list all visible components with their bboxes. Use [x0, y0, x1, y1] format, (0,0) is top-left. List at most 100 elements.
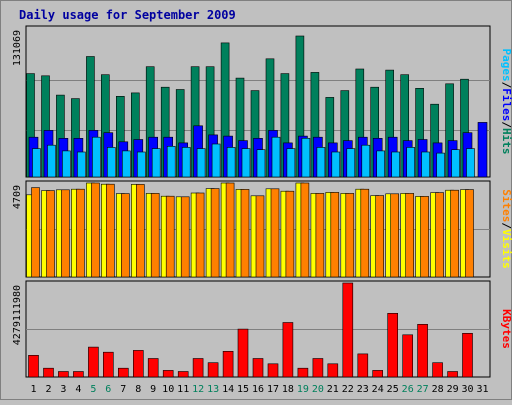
- bar-pages-day-12: [196, 148, 206, 178]
- bar-pages-day-20: [316, 147, 326, 178]
- bar-sites-day-16: [255, 195, 265, 278]
- day-label-29: 29: [447, 384, 459, 395]
- bar-pages-day-19: [301, 138, 311, 178]
- bar-pages-day-30: [466, 148, 475, 178]
- day-label-20: 20: [312, 384, 324, 395]
- panel-visits-sites-ymax-label: 4709: [12, 185, 23, 209]
- bar-sites-day-30: [465, 189, 474, 278]
- bar-sites-day-24: [375, 195, 385, 278]
- day-label-10: 10: [162, 384, 174, 395]
- bar-kbytes-day-15: [237, 328, 249, 378]
- bar-pages-day-29: [451, 149, 460, 178]
- day-label-3: 3: [60, 384, 66, 395]
- legend-entry-0: Sites: [500, 189, 512, 222]
- bar-sites-day-6: [106, 183, 115, 278]
- bar-sites-day-9: [150, 193, 160, 278]
- day-label-5: 5: [90, 384, 96, 395]
- bar-kbytes-day-4: [73, 371, 84, 378]
- bar-kbytes-day-22: [342, 282, 354, 378]
- bar-sites-day-20: [315, 193, 325, 278]
- day-label-22: 22: [342, 384, 354, 395]
- bar-pages-day-9: [151, 148, 161, 178]
- day-label-25: 25: [387, 384, 399, 395]
- legend-entry-1: /: [500, 82, 512, 89]
- bar-sites-day-11: [180, 196, 190, 278]
- bar-kbytes-day-16: [252, 358, 264, 378]
- bar-kbytes-day-2: [43, 367, 54, 378]
- bar-pages-day-13: [211, 143, 221, 178]
- bar-pages-day-3: [62, 150, 71, 178]
- panel-kbytes-legend: KBytes: [500, 309, 512, 349]
- bar-files-day-31: [477, 122, 488, 178]
- bar-sites-day-5: [91, 182, 100, 278]
- day-label-4: 4: [75, 384, 81, 395]
- bar-kbytes-day-28: [432, 362, 443, 378]
- panel-kbytes: 4279111980 KBytes: [12, 280, 512, 378]
- bar-kbytes-day-19: [297, 367, 309, 378]
- day-label-16: 16: [252, 384, 264, 395]
- bar-kbytes-day-6: [103, 351, 114, 378]
- bar-kbytes-day-18: [282, 322, 294, 378]
- legend-entry-1: /: [500, 222, 512, 229]
- bar-pages-day-23: [361, 144, 371, 178]
- bar-pages-day-15: [241, 148, 251, 178]
- legend-entry-3: /: [500, 121, 512, 128]
- bar-pages-day-6: [107, 147, 116, 178]
- legend-entry-2: Files: [500, 88, 512, 121]
- bar-pages-day-14: [226, 147, 236, 178]
- day-label-7: 7: [120, 384, 126, 395]
- bar-sites-day-7: [121, 193, 130, 278]
- bar-sites-day-19: [300, 182, 310, 278]
- day-label-2: 2: [45, 384, 51, 395]
- day-label-27: 27: [417, 384, 429, 395]
- bar-kbytes-day-5: [88, 346, 99, 378]
- day-label-28: 28: [432, 384, 444, 395]
- bar-sites-day-27: [420, 196, 429, 278]
- bar-sites-day-13: [210, 188, 220, 278]
- bar-pages-day-27: [421, 151, 430, 178]
- legend-entry-2: Visits: [500, 229, 512, 269]
- bar-kbytes-day-10: [162, 370, 174, 378]
- day-label-21: 21: [327, 384, 339, 395]
- day-label-24: 24: [372, 384, 384, 395]
- panel-hits-files-pages-legend: Pages/Files/Hits: [500, 49, 512, 155]
- bar-sites-day-21: [330, 192, 340, 278]
- legend-entry-0: Pages: [500, 49, 512, 82]
- panel-hits-files-pages-ymax-label: 131069: [12, 30, 23, 66]
- bar-kbytes-day-12: [192, 358, 204, 378]
- bar-sites-day-4: [76, 188, 85, 278]
- bar-kbytes-day-25: [387, 312, 399, 378]
- bar-sites-day-15: [240, 189, 250, 278]
- bar-sites-day-12: [195, 192, 205, 278]
- bar-kbytes-day-17: [267, 363, 279, 378]
- day-label-17: 17: [267, 384, 279, 395]
- bar-kbytes-day-14: [222, 350, 234, 378]
- bar-kbytes-day-11: [177, 371, 189, 378]
- bar-pages-day-4: [77, 151, 86, 178]
- bar-sites-day-2: [46, 190, 55, 278]
- bar-sites-day-18: [285, 190, 295, 278]
- bar-sites-day-28: [435, 192, 444, 278]
- bar-sites-day-14: [225, 182, 235, 278]
- bar-kbytes-day-7: [118, 367, 129, 378]
- bar-kbytes-day-24: [372, 370, 384, 378]
- bar-pages-day-26: [406, 147, 416, 178]
- bar-pages-day-10: [166, 146, 176, 178]
- bar-pages-day-5: [92, 136, 101, 178]
- bar-pages-day-22: [346, 148, 356, 178]
- bar-sites-day-17: [270, 188, 280, 278]
- bar-sites-day-8: [136, 184, 145, 278]
- bar-kbytes-day-1: [28, 354, 39, 378]
- bar-kbytes-day-20: [312, 358, 324, 378]
- bar-sites-day-26: [405, 193, 415, 278]
- bar-kbytes-day-8: [133, 350, 144, 378]
- bar-pages-day-16: [256, 149, 266, 178]
- bar-pages-day-7: [122, 150, 131, 178]
- panel-hits-files-pages: 131069 Pages/Files/Hits: [12, 25, 512, 178]
- bar-sites-day-3: [61, 189, 70, 278]
- bar-kbytes-day-30: [462, 332, 473, 378]
- bar-kbytes-day-13: [207, 362, 219, 378]
